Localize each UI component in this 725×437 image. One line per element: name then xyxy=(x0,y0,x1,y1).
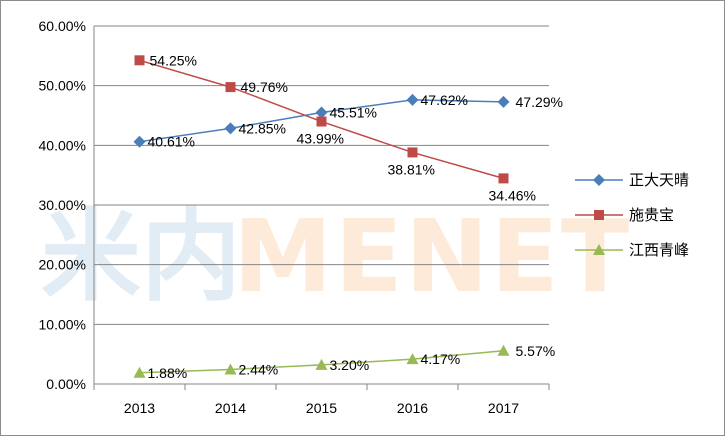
data-label: 54.25% xyxy=(150,52,197,68)
legend-item: 施贵宝 xyxy=(575,206,674,224)
series-square xyxy=(134,55,509,184)
x-tick-label: 2014 xyxy=(215,400,246,416)
y-tick-label: 50.00% xyxy=(39,78,86,94)
watermark-en: MENET xyxy=(233,198,631,315)
axes xyxy=(93,26,550,390)
gridlines xyxy=(94,25,549,325)
legend-label: 施贵宝 xyxy=(629,206,674,224)
x-tick-label: 2017 xyxy=(488,400,519,416)
data-label: 34.46% xyxy=(489,187,536,203)
y-tick-label: 0.00% xyxy=(46,376,86,392)
x-axis-ticks: 2013 2014 2015 2016 2017 xyxy=(124,400,519,416)
data-label: 49.76% xyxy=(241,79,288,95)
square-marker xyxy=(316,116,327,127)
x-tick-label: 2015 xyxy=(306,400,337,416)
y-tick-label: 10.00% xyxy=(39,316,86,332)
x-tick-label: 2016 xyxy=(397,400,428,416)
diamond-marker xyxy=(497,95,510,108)
diamond-marker xyxy=(406,93,419,106)
triangle-marker xyxy=(406,353,419,365)
y-tick-label: 30.00% xyxy=(39,197,86,213)
legend-label: 江西青峰 xyxy=(629,241,689,259)
data-label: 38.81% xyxy=(388,161,435,177)
data-label: 1.88% xyxy=(148,365,188,381)
legend-diamond-icon xyxy=(593,174,605,186)
triangle-marker xyxy=(497,344,510,356)
data-label: 40.61% xyxy=(148,134,195,150)
triangle-marker xyxy=(224,363,237,375)
data-label: 2.44% xyxy=(239,361,279,377)
y-axis-ticks: 0.00% 10.00% 20.00% 30.00% 40.00% 50.00% 60.00… xyxy=(39,18,86,392)
diamond-marker xyxy=(224,122,237,135)
data-label: 42.85% xyxy=(239,120,286,136)
watermark: 米内 MENET xyxy=(41,198,631,315)
series-triangle xyxy=(133,344,510,378)
data-label: 47.62% xyxy=(421,92,468,108)
diamond-marker xyxy=(133,135,146,148)
watermark-cn: 米内 xyxy=(41,198,241,315)
x-tick-label: 2013 xyxy=(124,400,155,416)
legend-square-icon xyxy=(594,210,604,220)
diamond-marker xyxy=(315,106,328,119)
square-marker xyxy=(498,173,509,184)
legend-triangle-icon xyxy=(593,244,605,255)
triangle-marker xyxy=(315,358,328,370)
square-marker xyxy=(134,55,145,66)
data-label: 5.57% xyxy=(516,343,556,359)
square-marker xyxy=(407,147,418,158)
data-label: 43.99% xyxy=(297,131,344,147)
legend-label: 正大天晴 xyxy=(629,171,689,189)
data-label: 4.17% xyxy=(421,351,461,367)
data-labels: 40.61% 42.85% 45.51% 47.62% 47.29% 54.25% 49.7… xyxy=(148,52,563,380)
y-tick-label: 20.00% xyxy=(39,257,86,273)
legend-item: 江西青峰 xyxy=(575,241,689,259)
data-label: 47.29% xyxy=(516,94,563,110)
series-diamond xyxy=(133,93,510,148)
legend-item: 正大天晴 xyxy=(575,171,689,189)
y-tick-label: 60.00% xyxy=(39,18,86,34)
series-group xyxy=(133,55,510,378)
data-label: 3.20% xyxy=(330,357,370,373)
triangle-marker xyxy=(133,366,146,378)
data-label: 45.51% xyxy=(330,104,377,120)
square-marker xyxy=(225,82,236,93)
y-tick-label: 40.00% xyxy=(39,137,86,153)
